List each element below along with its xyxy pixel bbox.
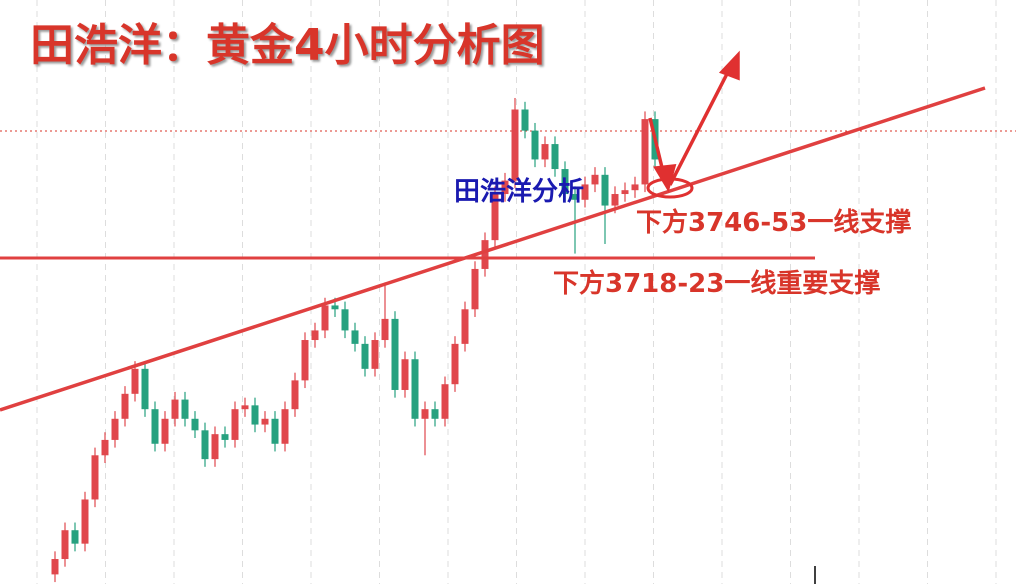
candle-body — [361, 343, 369, 369]
candle-body — [181, 399, 189, 419]
candle-body — [161, 418, 169, 444]
candle-body — [601, 174, 609, 206]
candle-body — [401, 359, 409, 390]
candle-body — [641, 119, 649, 185]
candle-body — [201, 430, 209, 460]
annotation: 下方3746-53一线支撑 — [636, 207, 911, 238]
candle-body — [331, 305, 339, 310]
candle-body — [561, 169, 569, 195]
candle-body — [521, 109, 529, 131]
candle-body — [271, 418, 279, 444]
candle-body — [571, 194, 579, 200]
candle-body — [241, 405, 249, 410]
candle-body — [631, 184, 639, 191]
candle-body — [141, 368, 149, 410]
candle-body — [211, 434, 219, 460]
annotation: 田浩洋分析 — [454, 176, 584, 207]
candle-body — [371, 340, 379, 369]
candle-body — [101, 439, 109, 456]
arrow-up — [668, 67, 732, 186]
candle-body — [541, 144, 549, 160]
candle-body — [501, 180, 509, 195]
candle-body — [231, 409, 239, 440]
candle-body — [121, 393, 129, 419]
candle-body — [551, 144, 559, 170]
candle-body — [421, 409, 429, 419]
candle-body — [411, 359, 419, 419]
candle-body — [451, 343, 459, 385]
grid — [36, 0, 997, 584]
candle-body — [341, 309, 349, 331]
candle-body — [91, 455, 99, 500]
candle-body — [391, 318, 399, 390]
candle-body — [111, 418, 119, 440]
candle-body — [511, 109, 519, 181]
candle-body — [461, 309, 469, 344]
candle-body — [351, 330, 359, 344]
arrowhead — [718, 50, 740, 81]
candle-body — [481, 240, 489, 269]
candle-body — [581, 184, 589, 200]
candle-body — [431, 409, 439, 419]
candle-body — [261, 418, 269, 425]
candle-body — [621, 190, 629, 195]
candle-body — [531, 130, 539, 160]
candle-body — [441, 384, 449, 419]
candle-body — [151, 409, 159, 444]
candle-body — [281, 409, 289, 444]
candle-body — [591, 174, 599, 185]
trend-line — [0, 86, 986, 412]
candle-body — [251, 405, 259, 425]
candles — [51, 97, 659, 583]
candle-body — [81, 499, 89, 544]
annotation: 下方3718-23一线重要支撑 — [553, 268, 880, 299]
candle-body — [51, 559, 59, 575]
candle-body — [221, 434, 229, 440]
candle-body — [171, 399, 179, 419]
candle-body — [471, 268, 479, 310]
candle-body — [611, 194, 619, 206]
candle-body — [311, 330, 319, 341]
candle-body — [491, 194, 499, 241]
candle-body — [381, 318, 389, 341]
candle-body — [301, 340, 309, 381]
candle-body — [71, 530, 79, 544]
candle-body — [321, 305, 329, 331]
candle-body — [291, 380, 299, 410]
arrows — [648, 50, 740, 193]
candle-body — [191, 418, 199, 431]
chart-title: 田浩洋：黄金4小时分析图 — [30, 20, 545, 71]
candle-body — [131, 368, 139, 394]
candle-body — [61, 530, 69, 560]
